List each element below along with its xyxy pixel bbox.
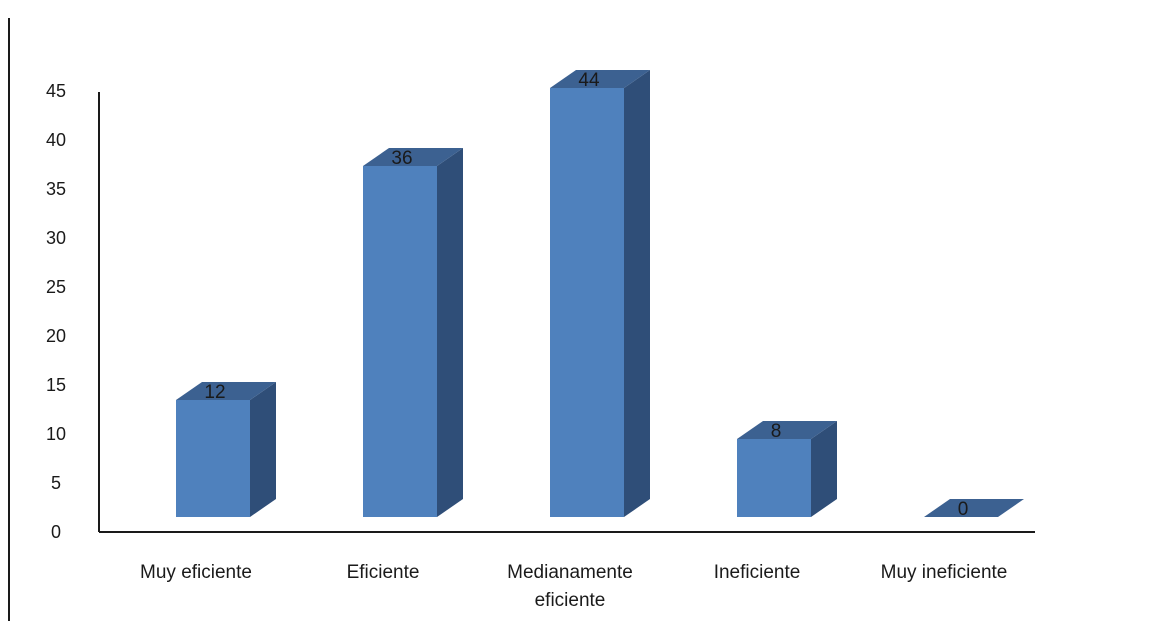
bar-top-face <box>363 148 463 166</box>
data-label: 44 <box>578 70 600 91</box>
y-tick-label: 45 <box>46 81 66 101</box>
y-tick-label: 25 <box>46 277 66 297</box>
x-category-label-line: eficiente <box>535 590 606 611</box>
bar <box>924 499 1024 517</box>
axes-group <box>98 92 1035 533</box>
bar-side-face <box>624 70 650 517</box>
x-category-label: Ineficiente <box>714 562 801 583</box>
bar <box>737 421 837 517</box>
bar-side-face <box>250 382 276 517</box>
data-label: 8 <box>771 421 782 442</box>
y-tick-labels: 0 5 10 15 20 25 30 35 40 45 <box>46 81 66 542</box>
bar-front-face <box>737 439 811 517</box>
x-category-label: Muy eficiente <box>140 562 252 583</box>
data-labels: 12 36 44 8 0 <box>204 70 968 520</box>
y-tick-label: 40 <box>46 130 66 150</box>
bar-top-face <box>550 70 650 88</box>
data-label: 0 <box>958 499 969 520</box>
bar <box>550 70 650 517</box>
y-tick-label: 20 <box>46 326 66 346</box>
x-category-label-line: Muy ineficiente <box>881 562 1008 583</box>
bar-front-face <box>176 400 250 517</box>
bar <box>363 148 463 517</box>
bar-top-face <box>737 421 837 439</box>
x-category-label-line: Eficiente <box>347 562 420 583</box>
bars-group <box>176 70 1024 517</box>
bar-front-face <box>363 166 437 517</box>
y-tick-label: 5 <box>51 473 61 493</box>
data-label: 12 <box>204 382 225 403</box>
y-tick-label: 10 <box>46 424 66 444</box>
y-tick-label: 15 <box>46 375 66 395</box>
bar-top-face <box>176 382 276 400</box>
x-category-label: Eficiente <box>347 562 420 583</box>
y-tick-label: 35 <box>46 179 66 199</box>
x-category-label-line: Muy eficiente <box>140 562 252 583</box>
bar-side-face <box>811 421 837 517</box>
data-label: 36 <box>391 148 412 169</box>
x-category-label: Medianamente eficiente <box>507 562 633 611</box>
y-tick-label: 30 <box>46 228 66 248</box>
bar-side-face <box>437 148 463 517</box>
x-category-label-line: Medianamente <box>507 562 633 583</box>
bar-front-face <box>550 88 624 517</box>
bar-top-face <box>924 499 1024 517</box>
y-tick-label: 0 <box>51 522 61 542</box>
x-category-label-line: Ineficiente <box>714 562 801 583</box>
bar <box>176 382 276 517</box>
x-category-labels: Muy eficiente Eficiente Medianamente eficie… <box>140 562 1007 611</box>
x-category-label: Muy ineficiente <box>881 562 1008 583</box>
